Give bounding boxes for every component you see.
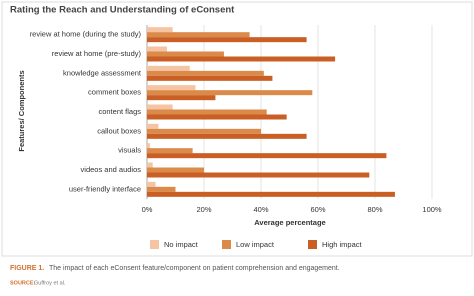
bar xyxy=(147,37,307,43)
bar xyxy=(147,191,395,197)
caption-figure: FIGURE 1. xyxy=(10,265,44,272)
legend-label: Low impact xyxy=(236,240,275,249)
bar xyxy=(147,27,173,33)
chart-title: Rating the Reach and Understanding of eC… xyxy=(10,5,235,16)
y-tick-label: visuals xyxy=(118,146,141,155)
bar xyxy=(147,133,307,139)
bar xyxy=(147,128,261,134)
bar xyxy=(147,123,159,129)
bar xyxy=(147,32,250,38)
y-tick-label: content flags xyxy=(98,107,141,116)
y-tick-label: knowledge assessment xyxy=(63,68,142,77)
bar xyxy=(147,162,153,168)
bar xyxy=(147,143,150,149)
legend-label: High impact xyxy=(322,240,363,249)
legend-swatch xyxy=(222,240,231,249)
bar xyxy=(147,56,336,62)
bar xyxy=(147,90,313,96)
bar xyxy=(147,104,173,110)
bar xyxy=(147,109,267,115)
bar xyxy=(147,65,190,71)
source-text: Guffroy et al. xyxy=(34,280,66,286)
bar xyxy=(147,46,167,52)
x-tick-label: 20% xyxy=(196,205,211,214)
x-axis-label: Average percentage xyxy=(254,218,325,227)
y-tick-label: review at home (pre-study) xyxy=(52,49,142,58)
y-tick-label: user-friendly interface xyxy=(69,184,141,193)
y-axis-label: Features/ Components xyxy=(17,70,26,151)
legend-swatch xyxy=(150,240,159,249)
y-tick-label: callout boxes xyxy=(97,126,141,135)
bar xyxy=(147,70,264,76)
y-tick-label: comment boxes xyxy=(88,88,141,97)
legend-label: No impact xyxy=(164,240,199,249)
x-tick-label: 0% xyxy=(142,205,153,214)
bar xyxy=(147,75,273,81)
source-label: SOURCE: xyxy=(10,280,36,286)
x-tick-label: 80% xyxy=(367,205,382,214)
y-tick-label: videos and audios xyxy=(81,165,142,174)
bar xyxy=(147,114,287,120)
legend-swatch xyxy=(308,240,317,249)
x-tick-label: 100% xyxy=(422,205,442,214)
bar xyxy=(147,51,224,57)
bar xyxy=(147,153,387,159)
bar xyxy=(147,167,204,173)
y-tick-label: review at home (during the study) xyxy=(30,30,142,39)
bar xyxy=(147,181,156,187)
bar xyxy=(147,186,176,192)
bar xyxy=(147,148,193,154)
caption-text: The impact of each eConsent feature/comp… xyxy=(49,265,340,272)
bar xyxy=(147,172,370,178)
x-tick-label: 40% xyxy=(253,205,268,214)
bar xyxy=(147,85,196,91)
frame xyxy=(1,1,473,257)
x-tick-label: 60% xyxy=(310,205,325,214)
bar xyxy=(147,95,216,101)
